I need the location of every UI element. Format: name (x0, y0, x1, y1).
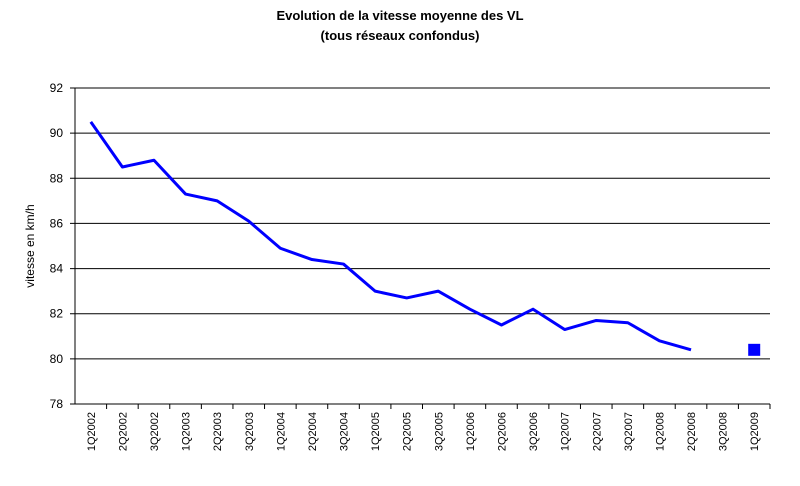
x-tick-label: 2Q2006 (496, 412, 508, 451)
x-tick-label: 1Q2005 (370, 412, 382, 451)
x-tick-label: 3Q2003 (244, 412, 256, 451)
x-tick-label: 2Q2004 (307, 412, 319, 451)
y-axis-label: vitesse en km/h (23, 204, 37, 287)
y-tick-label: 80 (50, 352, 64, 366)
x-tick-label: 2Q2005 (402, 412, 414, 451)
x-tick-label: 1Q2008 (654, 412, 666, 451)
y-tick-label: 84 (50, 262, 64, 276)
chart-subtitle: (tous réseaux confondus) (321, 28, 480, 43)
line (89, 120, 692, 352)
x-tick-label: 2Q2007 (591, 412, 603, 451)
x-tick-label: 1Q2002 (86, 412, 98, 451)
point-marker (748, 343, 761, 356)
x-tick-label: 3Q2004 (339, 412, 351, 451)
y-tick-label: 92 (50, 81, 64, 95)
x-tick-label: 3Q2007 (623, 412, 635, 451)
x-tick-label: 1Q2009 (749, 412, 761, 451)
y-tick-label: 82 (50, 307, 64, 321)
y-tick-label: 86 (50, 216, 64, 230)
x-tick-label: 3Q2005 (433, 412, 445, 451)
chart-title: Evolution de la vitesse moyenne des VL (276, 8, 523, 23)
x-tick-label: 2Q2002 (117, 412, 129, 451)
y-tick-label: 78 (50, 397, 64, 411)
y-tick-label: 88 (50, 171, 64, 185)
x-tick-label: 1Q2003 (181, 412, 193, 451)
x-tick-label: 3Q2006 (528, 412, 540, 451)
x-tick-label: 1Q2006 (465, 412, 477, 451)
x-tick-label: 2Q2008 (686, 412, 698, 451)
x-tick-label: 1Q2004 (275, 412, 287, 451)
y-tick-label: 90 (50, 126, 64, 140)
x-tick-label: 3Q2002 (149, 412, 161, 451)
x-tick-label: 1Q2007 (560, 412, 572, 451)
x-tick-label: 3Q2008 (718, 412, 730, 451)
x-tick-label: 2Q2003 (212, 412, 224, 451)
